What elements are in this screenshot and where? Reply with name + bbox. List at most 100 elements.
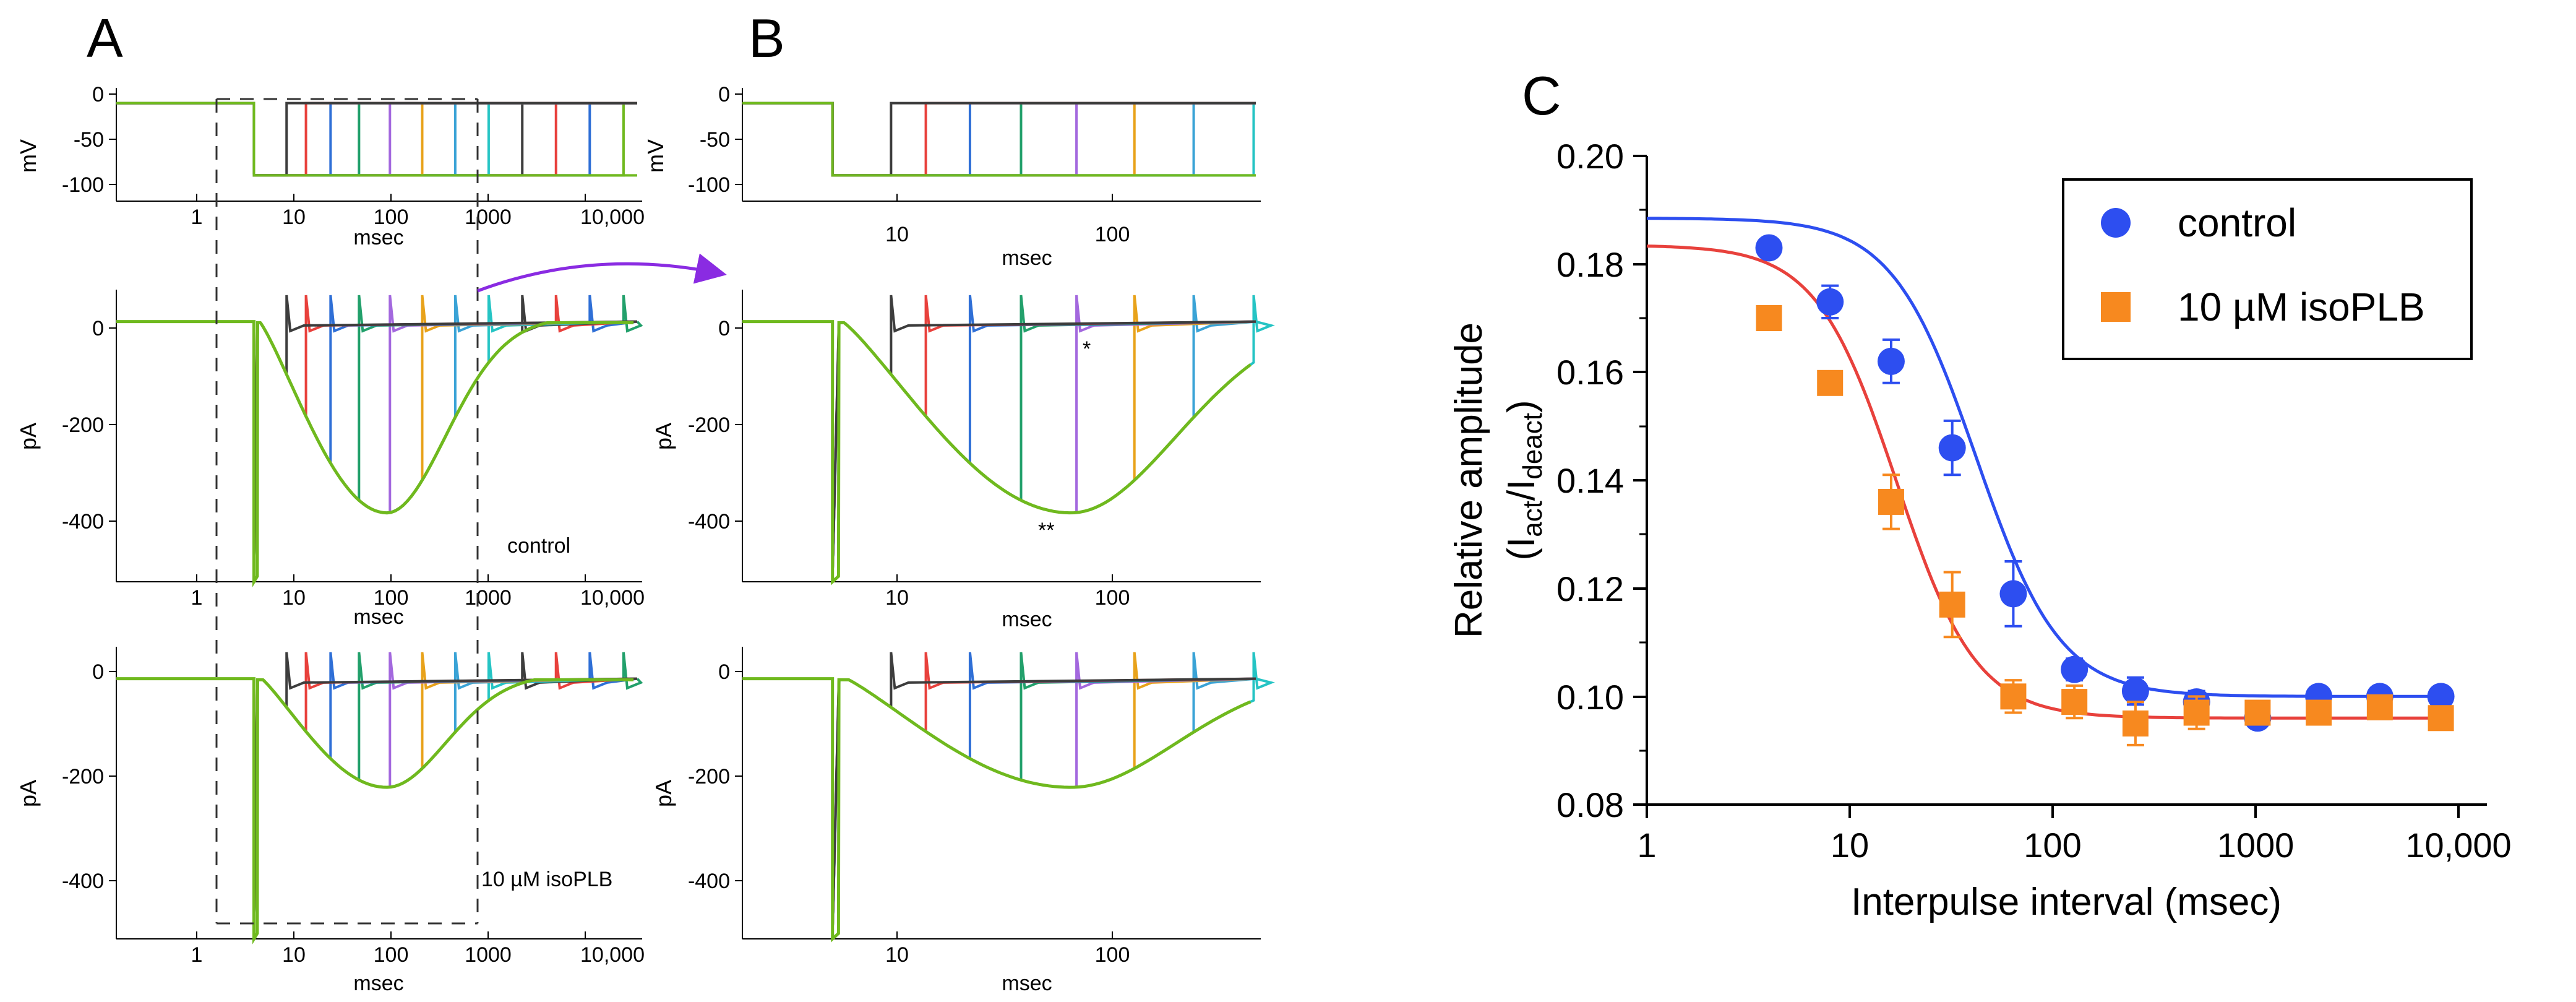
panel-b-voltage: mV msec 0 -50 -100 10 100 <box>643 83 1261 270</box>
y-tick-label: 0.12 <box>1556 569 1624 608</box>
current-trace <box>742 652 1256 934</box>
y-tick-label: 0 <box>718 660 730 684</box>
data-point-control <box>1938 434 1966 462</box>
x-tick-label: 1000 <box>465 205 512 229</box>
annotation-double-star: ** <box>1038 519 1054 542</box>
y-axis-label-line2: (Iact/Ideact) <box>1500 400 1548 560</box>
x-tick-label: 10 <box>282 586 306 610</box>
x-tick-label: 10 <box>282 943 306 967</box>
voltage-trace <box>116 101 637 177</box>
x-ticks: 10 100 <box>885 194 1130 246</box>
voltage-trace <box>116 101 637 177</box>
voltage-trace <box>742 101 1256 177</box>
y-axis-label-open: (I <box>1500 537 1543 561</box>
current-trace-envelope <box>116 320 634 587</box>
x-axis-label: msec <box>353 605 403 629</box>
x-tick-label: 10 <box>282 205 306 229</box>
legend-marker-isoplb <box>2101 292 2131 322</box>
x-tick-label: 10,000 <box>2405 826 2511 865</box>
y-ticks: 0 -50 -100 <box>62 83 116 197</box>
x-tick-label: 100 <box>374 586 409 610</box>
x-tick-label: 10,000 <box>580 205 645 229</box>
y-ticks: 0.08 0.10 0.12 0.14 0.16 0.18 0.20 <box>1556 137 1647 824</box>
data-point-isoplb <box>1939 591 1965 618</box>
y-tick-label: 0 <box>718 317 730 340</box>
panel-a-current-isoplb: pA msec 10 µM isoPLB 0 -200 -400 1 10 10… <box>15 647 645 995</box>
current-trace <box>742 652 1256 934</box>
data-point-control <box>1877 347 1905 375</box>
y-tick-label: -400 <box>688 510 730 533</box>
x-axis-label: msec <box>1002 608 1052 631</box>
voltage-trace <box>116 101 637 177</box>
current-trace <box>742 652 1256 934</box>
x-tick-label: 1 <box>191 205 203 229</box>
x-ticks: 10 100 <box>885 931 1130 967</box>
y-tick-label: -100 <box>688 173 730 197</box>
data-points <box>1755 234 2455 746</box>
data-point-control <box>1999 580 2027 608</box>
y-ticks: 0 -200 -400 <box>688 660 742 893</box>
y-tick-label: -400 <box>62 510 104 533</box>
y-tick-label: 0 <box>92 660 104 684</box>
panel-b-current-isoplb: pA msec 0 -200 -400 10 100 <box>651 647 1275 995</box>
y-axis-label: pA <box>15 780 41 807</box>
y-ticks: 0 -200 -400 <box>62 660 116 893</box>
voltage-trace <box>116 101 637 177</box>
x-tick-label: 100 <box>2024 826 2081 865</box>
voltage-trace <box>116 101 637 177</box>
legend-label-isoplb: 10 µM isoPLB <box>2178 285 2425 329</box>
voltage-trace <box>742 101 1256 177</box>
x-tick-label: 10 <box>885 586 909 610</box>
data-point-control <box>1816 288 1844 316</box>
current-traces <box>116 295 643 587</box>
y-axis-label-close: ) <box>1500 400 1543 413</box>
x-axis-label: msec <box>1002 246 1052 270</box>
voltage-trace <box>742 101 1256 177</box>
condition-annotation: control <box>507 534 570 558</box>
panel-label-c: C <box>1522 65 1561 126</box>
panel-label-b: B <box>749 7 785 69</box>
x-tick-label: 100 <box>1095 223 1130 246</box>
current-trace <box>742 652 1256 934</box>
panel-a-current-control: pA msec control 0 -200 -400 1 10 100 100… <box>15 290 645 629</box>
data-point-isoplb <box>2000 683 2027 710</box>
voltage-trace <box>116 101 637 177</box>
current-trace-envelope <box>742 677 1252 943</box>
panel-c-chart: 0.08 0.10 0.12 0.14 0.16 0.18 0.20 1 10 … <box>1448 137 2512 923</box>
y-axis-label: mV <box>15 139 41 173</box>
data-point-control <box>1755 234 1783 262</box>
x-tick-label: 10 <box>885 223 909 246</box>
y-axis-label-slash: /I <box>1500 480 1543 501</box>
current-traces <box>742 652 1275 943</box>
x-ticks: 10 100 <box>885 574 1130 610</box>
data-point-isoplb <box>2366 694 2393 720</box>
voltage-trace <box>742 101 1256 177</box>
voltage-trace <box>742 101 1256 177</box>
current-trace <box>742 652 1256 934</box>
y-axis-label: pA <box>651 780 676 807</box>
y-ticks: 0 -200 -400 <box>62 317 116 533</box>
voltage-traces <box>742 101 1256 177</box>
y-tick-label: -50 <box>700 128 730 152</box>
legend-label-control: control <box>2178 201 2296 245</box>
voltage-trace <box>116 101 637 177</box>
annotation-single-star: * <box>1083 337 1091 361</box>
x-tick-label: 1 <box>191 943 203 967</box>
voltage-trace <box>116 101 637 177</box>
x-tick-label: 1000 <box>465 586 512 610</box>
current-trace <box>742 652 1256 934</box>
data-point-control <box>2061 655 2089 683</box>
current-trace <box>742 295 1275 577</box>
y-tick-label: 0.10 <box>1556 678 1624 717</box>
data-point-isoplb <box>1878 488 1904 515</box>
y-tick-label: -400 <box>62 870 104 893</box>
y-tick-label: -400 <box>688 870 730 893</box>
y-tick-label: -200 <box>62 765 104 788</box>
y-tick-label: 0 <box>92 317 104 340</box>
panel-label-a: A <box>87 7 123 69</box>
voltage-trace-base <box>116 101 637 177</box>
y-tick-label: 0 <box>92 83 104 106</box>
y-tick-label: -200 <box>688 413 730 437</box>
y-tick-label: -100 <box>62 173 104 197</box>
